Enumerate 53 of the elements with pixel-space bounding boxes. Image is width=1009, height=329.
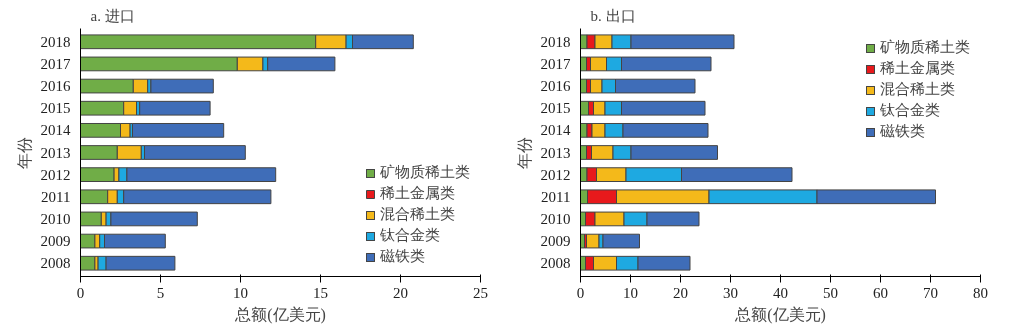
x-tick-label: 70 bbox=[923, 284, 938, 301]
y-tick-label: 2015 bbox=[540, 100, 571, 117]
y-axis-title: 年份 bbox=[15, 136, 33, 169]
x-tick-label: 40 bbox=[773, 284, 788, 301]
legend-label: 混合稀土类 bbox=[880, 80, 955, 99]
x-tick-label: 10 bbox=[623, 284, 638, 301]
x-tick-label: 20 bbox=[673, 284, 688, 301]
y-tick-label: 2014 bbox=[40, 122, 71, 139]
x-tick-label: 80 bbox=[973, 284, 988, 301]
y-tick-label: 2011 bbox=[41, 188, 71, 205]
legend-label: 磁铁类 bbox=[380, 247, 425, 266]
legend-label: 钛合金类 bbox=[880, 101, 940, 120]
legend-label: 混合稀土类 bbox=[380, 205, 455, 224]
legend-label: 矿物质稀土类 bbox=[380, 163, 470, 182]
y-tick-label: 2012 bbox=[40, 166, 71, 183]
y-tick-label: 2010 bbox=[40, 210, 71, 227]
y-tick-label: 2014 bbox=[540, 122, 571, 139]
y-tick-label: 2017 bbox=[40, 55, 71, 72]
y-tick-label: 2011 bbox=[541, 188, 571, 205]
x-tick-label: 0 bbox=[576, 284, 585, 301]
y-tick-label: 2018 bbox=[540, 33, 571, 50]
y-tick-label: 2012 bbox=[540, 166, 571, 183]
legend-label: 磁铁类 bbox=[880, 122, 925, 141]
y-tick-label: 2016 bbox=[540, 78, 571, 95]
x-tick-label: 20 bbox=[393, 284, 408, 301]
x-tick-label: 25 bbox=[473, 284, 488, 301]
y-tick-label: 2008 bbox=[540, 255, 571, 272]
y-tick-label: 2017 bbox=[540, 55, 571, 72]
legend-label: 稀土金属类 bbox=[880, 59, 955, 78]
y-tick-label: 2013 bbox=[540, 144, 571, 161]
chart-title: a. 进口 bbox=[90, 7, 135, 24]
x-tick-label: 50 bbox=[823, 284, 838, 301]
x-tick-label: 0 bbox=[76, 284, 85, 301]
y-tick-label: 2015 bbox=[40, 100, 71, 117]
x-tick-label: 10 bbox=[233, 284, 248, 301]
x-tick-label: 15 bbox=[313, 284, 328, 301]
y-tick-label: 2008 bbox=[40, 255, 71, 272]
legend-label: 稀土金属类 bbox=[380, 184, 455, 203]
x-tick-label: 5 bbox=[156, 284, 165, 301]
legend-label: 矿物质稀土类 bbox=[880, 38, 970, 57]
chart-title: b. 出口 bbox=[590, 7, 636, 24]
y-tick-label: 2009 bbox=[40, 233, 71, 250]
x-axis-title: 总额(亿美元) bbox=[234, 305, 326, 324]
y-tick-label: 2016 bbox=[40, 78, 71, 95]
y-tick-label: 2010 bbox=[540, 210, 571, 227]
y-axis-title: 年份 bbox=[515, 136, 533, 169]
y-tick-label: 2009 bbox=[540, 233, 571, 250]
x-tick-label: 30 bbox=[723, 284, 738, 301]
y-tick-label: 2018 bbox=[40, 33, 71, 50]
x-axis-title: 总额(亿美元) bbox=[734, 305, 826, 324]
x-tick-label: 60 bbox=[873, 284, 888, 301]
y-tick-label: 2013 bbox=[40, 144, 71, 161]
legend-label: 钛合金类 bbox=[380, 226, 440, 245]
